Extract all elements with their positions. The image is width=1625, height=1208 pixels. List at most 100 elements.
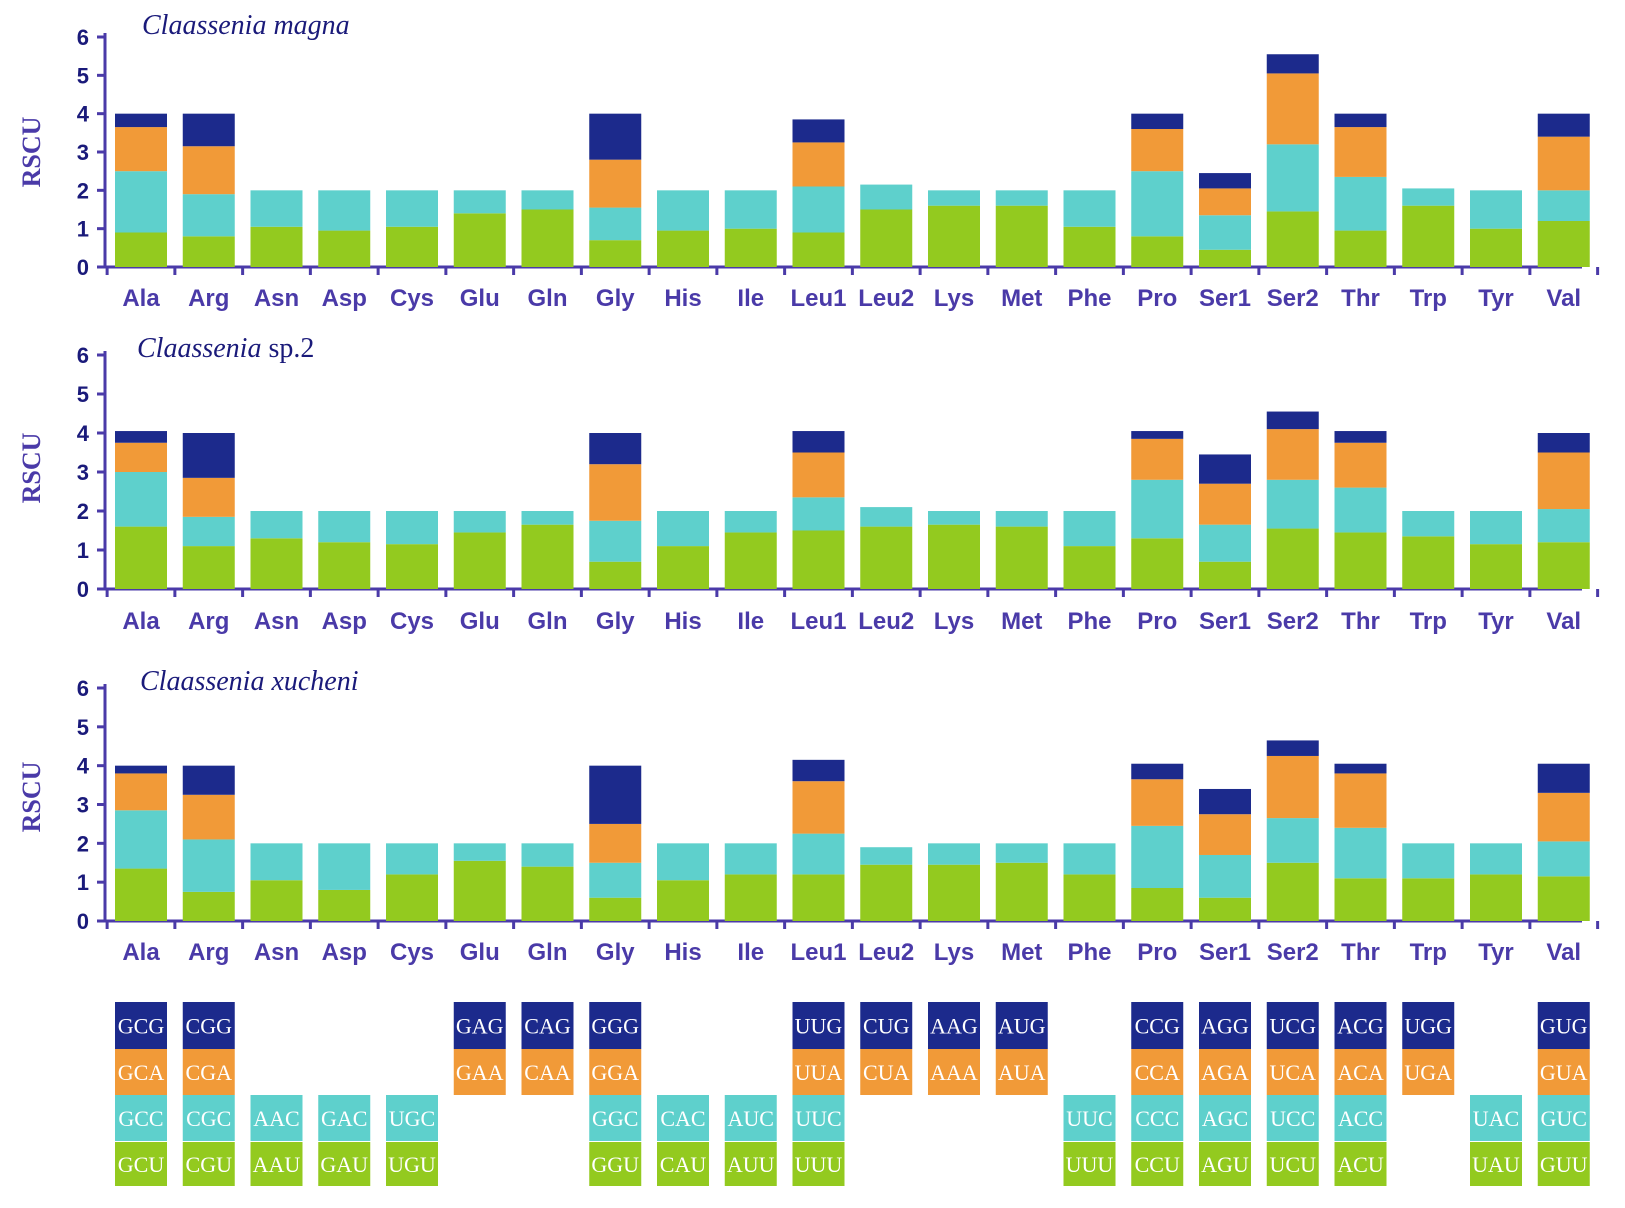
y-axis-label: RSCU [17,116,46,187]
codon-label: GAU [320,1152,368,1177]
bar-segment-cys-2 [386,190,438,227]
codon-label: ACA [1337,1060,1384,1085]
codon-label: ACG [1337,1014,1384,1039]
x-tick-label: His [664,608,701,635]
y-tick-label: 2 [77,178,89,203]
bar-segment-arg-2 [182,839,235,892]
bar-segment-lys-1 [928,864,980,921]
codon-label: AUC [728,1106,774,1131]
bar-segment-leu2-1 [860,209,913,267]
codon-label: AUU [727,1152,775,1177]
bar-segment-ser1-4 [1199,454,1251,484]
codon-label: GUC [1541,1106,1587,1131]
codon-cell [1063,1142,1116,1186]
codon-cell [1199,1095,1251,1141]
bar-segment-val-1 [1537,542,1590,589]
x-tick-label: Ala [122,939,160,966]
codon-label: AGA [1201,1060,1249,1085]
codon-cell [1199,1142,1251,1186]
codon-cell [182,1049,235,1095]
y-axis-label: RSCU [17,432,46,503]
x-tick-label: Leu1 [790,285,846,312]
codon-cell [928,1002,980,1049]
bar-segment-ser1-2 [1199,854,1251,898]
bar-segment-leu2-2 [860,847,913,865]
chart-title: Claassenia magna [142,10,350,41]
bar-segment-trp-1 [1402,536,1455,589]
codon-label: GUA [1540,1060,1588,1085]
codon-cell [521,1049,574,1095]
bar-segment-lys-1 [928,205,980,267]
bar-segment-gly-1 [589,561,642,589]
bar-segment-gly-1 [589,897,642,921]
bar-segment-leu1-4 [792,119,845,143]
codon-cell [182,1002,235,1049]
codon-cell [182,1095,235,1141]
bar-segment-leu1-1 [792,874,845,921]
codon-label: GGU [591,1152,639,1177]
codon-cell [792,1002,845,1049]
x-tick-label: Gln [528,608,568,635]
codon-label: UCC [1270,1106,1315,1131]
bar-segment-gln-1 [521,524,574,589]
bar-segment-pro-4 [1131,763,1184,780]
codon-label: AGG [1201,1014,1249,1039]
bar-segment-phe-2 [1063,843,1116,875]
x-tick-label: Ala [122,285,160,312]
bar-segment-phe-2 [1063,511,1116,547]
y-tick-label: 3 [77,460,89,485]
codon-cell [318,1142,371,1186]
x-tick-label: Glu [460,285,500,312]
bar-segment-leu1-3 [792,452,845,498]
x-tick-label: Trp [1410,285,1447,312]
codon-label: ACC [1338,1106,1383,1131]
bar-segment-pro-2 [1131,479,1184,539]
bar-segment-ser1-2 [1199,215,1251,250]
bar-segment-asn-1 [250,538,303,589]
bar-segment-leu1-3 [792,142,845,187]
codon-label: GCU [118,1152,165,1177]
x-tick-label: Tyr [1478,939,1514,966]
codon-label: GUG [1540,1014,1588,1039]
codon-cell [792,1095,845,1141]
codon-cell [1063,1095,1116,1141]
bar-segment-trp-1 [1402,878,1455,921]
bar-segment-gln-1 [521,866,574,921]
bar-segment-lys-2 [928,843,980,865]
codon-cell [860,1002,913,1049]
bar-segment-ser2-3 [1266,73,1319,145]
bar-segment-his-1 [657,230,709,267]
bar-segment-his-2 [657,843,709,881]
bar-segment-asn-1 [250,226,303,267]
bar-segment-cys-2 [386,511,438,545]
bar-segment-phe-1 [1063,546,1116,589]
bar-segment-met-2 [995,843,1048,863]
bar-segment-val-2 [1537,841,1590,877]
bar-segment-ile-2 [724,843,777,875]
codon-label: CAG [524,1014,571,1039]
bar-segment-leu2-2 [860,184,913,210]
bar-segment-asn-2 [250,190,303,227]
bar-segment-gly-3 [589,159,642,208]
codon-cell [250,1095,303,1141]
codon-cell [1470,1095,1522,1141]
x-tick-label: Val [1546,608,1581,635]
bar-segment-thr-2 [1334,487,1387,533]
codon-label: GAC [321,1106,367,1131]
bar-segment-arg-2 [182,516,235,547]
x-tick-label: Asn [254,939,299,966]
bar-segment-pro-4 [1131,113,1184,129]
codon-label: CAA [524,1060,571,1085]
bar-segment-asn-2 [250,843,303,881]
bar-segment-glu-2 [453,511,506,533]
bar-segment-gly-4 [589,765,642,824]
bar-segment-ala-3 [115,127,167,172]
bar-segment-thr-4 [1334,431,1387,443]
x-tick-label: Leu2 [858,608,914,635]
bar-segment-val-4 [1537,113,1590,137]
bar-segment-gly-3 [589,823,642,863]
bar-segment-ile-1 [724,532,777,589]
codon-label: UGU [388,1152,436,1177]
bar-segment-ile-2 [724,190,777,229]
